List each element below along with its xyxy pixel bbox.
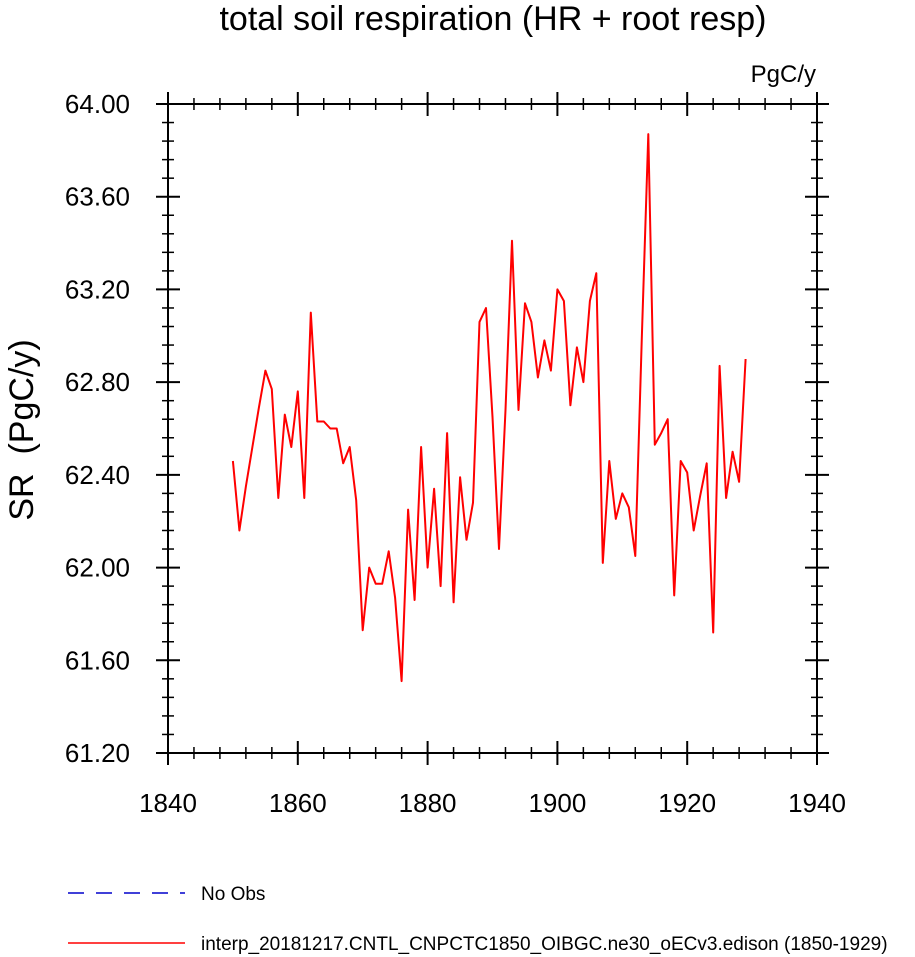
x-tick-label: 1940: [788, 788, 846, 818]
x-tick-label: 1840: [139, 788, 197, 818]
plot-frame: [167, 103, 818, 754]
y-tick-label: 63.60: [65, 182, 130, 212]
units-label: PgC/y: [751, 61, 816, 88]
series-layer: [231, 133, 747, 683]
y-tick-label: 62.00: [65, 553, 130, 583]
y-axis-label: SR (PgC/y): [3, 339, 41, 520]
legend: No Obs interp_20181217.CNTL_CNPCTC1850_O…: [68, 884, 888, 955]
legend-label-model-run: interp_20181217.CNTL_CNPCTC1850_OIBGC.ne…: [201, 934, 888, 955]
y-tick-label: 62.80: [65, 367, 130, 397]
x-tick-label: 1900: [528, 788, 586, 818]
tick-labels: 1840 1860 1880 1900 1920 1940 61.20 61.60 62.00 6…: [65, 89, 846, 818]
x-tick-label: 1920: [658, 788, 716, 818]
chart-title: total soil respiration (HR + root resp): [219, 0, 766, 38]
legend-label-no-obs: No Obs: [201, 884, 265, 905]
y-tick-label: 61.20: [65, 738, 130, 768]
y-tick-label: 62.40: [65, 460, 130, 490]
series-line-0: [231, 133, 747, 683]
y-tick-label: 61.60: [65, 645, 130, 675]
x-tick-label: 1860: [269, 788, 327, 818]
y-tick-label: 63.20: [65, 274, 130, 304]
x-tick-label: 1880: [399, 788, 457, 818]
y-tick-label: 64.00: [65, 89, 130, 119]
